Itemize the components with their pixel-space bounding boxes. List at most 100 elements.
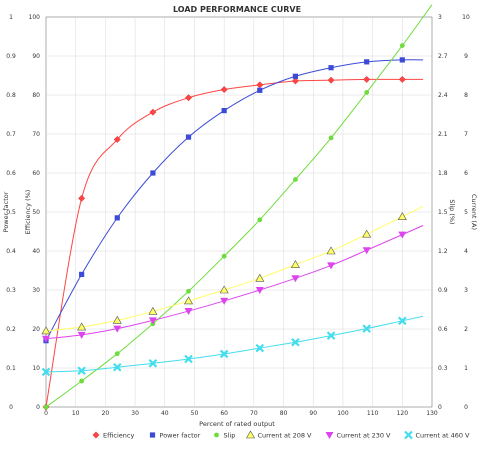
current-at-460-v-point	[77, 366, 86, 376]
marker-stroke	[148, 359, 158, 368]
current-at-208-v-point	[362, 229, 372, 238]
current-tick-label: 4	[464, 248, 468, 255]
power-factor-point	[292, 73, 299, 79]
current-at-460-v-point	[112, 362, 122, 372]
legend-label: Current at 230 V	[337, 432, 392, 440]
power-factor-tick-label: 0.3	[6, 287, 16, 294]
current-at-230-v-point	[255, 287, 264, 294]
current-at-230-v-point	[184, 308, 193, 316]
current-at-460-v-point	[291, 337, 300, 347]
current-at-460-v-point	[41, 367, 51, 377]
marker-stroke	[112, 362, 122, 372]
current-at-460-v-point	[148, 359, 158, 368]
legend-marker	[404, 430, 413, 440]
slip-axis-label: Slip (%)	[448, 199, 456, 224]
marker-stroke	[326, 331, 336, 340]
current-at-230-v-point	[291, 275, 300, 283]
marker-stroke	[404, 430, 413, 440]
efficiency-point	[113, 135, 121, 143]
power-factor-tick-label: 0.5	[6, 209, 16, 216]
efficiency-point	[185, 94, 193, 102]
current-at-230-v-point	[113, 325, 122, 333]
slip-tick-label: 2.1	[438, 131, 448, 138]
efficiency-point	[78, 194, 86, 202]
current-at-208-v-point	[184, 296, 194, 305]
current-at-230-v-point	[398, 231, 407, 239]
chart-title: LOAD PERFORMANCE CURVE	[173, 5, 301, 14]
slip-point	[43, 404, 49, 410]
series-layer	[41, 4, 433, 411]
marker-stroke	[291, 337, 300, 347]
slip-point	[221, 253, 227, 259]
current-at-230-v-point	[148, 317, 157, 325]
current-at-460-v-point	[219, 349, 229, 359]
efficiency-tick-label: 10	[32, 365, 40, 372]
current-at-460-v-point	[184, 354, 193, 364]
efficiency-point	[398, 75, 406, 83]
current-at-208-v-point	[397, 212, 407, 220]
current-at-208-v-point	[112, 315, 122, 324]
power-factor-tick-label: 0.2	[6, 326, 16, 333]
efficiency-tick-label: 80	[32, 92, 40, 99]
power-factor-tick-label: 0	[9, 404, 13, 411]
efficiency-tick-label: 30	[32, 287, 40, 294]
slip-point	[399, 43, 405, 48]
x-tick-label: 70	[250, 410, 258, 417]
current-at-208-v-point	[148, 306, 158, 315]
series-slip	[43, 4, 433, 410]
legend-item-current-at-460-v: Current at 460 V	[404, 430, 470, 440]
power-factor-point	[364, 59, 370, 65]
efficiency-tick-label: 60	[32, 170, 40, 177]
slip-point	[364, 90, 370, 95]
slip-point	[257, 217, 263, 223]
current-at-208-v-point	[326, 246, 336, 255]
legend-label: Current at 208 V	[258, 432, 313, 440]
current-tick-label: 8	[464, 92, 468, 99]
current-at-208-v-point	[290, 260, 300, 268]
efficiency-tick-label: 70	[32, 131, 40, 138]
x-tick-label: 120	[397, 410, 409, 417]
slip-tick-label: 1.2	[438, 248, 448, 255]
legend-item-efficiency: Efficiency	[92, 432, 134, 440]
current-at-460-v-point	[255, 343, 265, 353]
power-factor-point	[114, 215, 120, 221]
current-at-208-v-point	[41, 326, 51, 335]
series-current-at-208-v	[41, 205, 424, 335]
grid	[45, 16, 433, 408]
current-at-460-v-point	[362, 324, 371, 333]
x-tick-label: 0	[44, 410, 48, 417]
current-tick-label: 5	[464, 209, 468, 216]
current-at-208-v-point	[255, 273, 265, 282]
current-tick-label: 3	[464, 287, 468, 294]
current-at-460-v-point	[326, 331, 336, 340]
power-factor-point	[221, 108, 227, 114]
x-tick-label: 130	[426, 410, 438, 417]
marker-stroke	[219, 349, 229, 359]
slip-point	[79, 378, 85, 384]
marker-stroke	[362, 324, 371, 333]
marker-stroke	[41, 367, 51, 377]
current-at-460-v-point	[398, 316, 407, 326]
slip-tick-label: 3	[438, 14, 442, 21]
efficiency-point	[327, 76, 335, 84]
current-tick-label: 0	[464, 404, 468, 411]
x-tick-label: 90	[309, 410, 317, 417]
legend-item-current-at-208-v: Current at 208 V	[245, 430, 313, 440]
current-at-208-v-point	[219, 285, 229, 294]
x-tick-label: 100	[337, 410, 349, 417]
slip-tick-label: 0.3	[438, 365, 448, 372]
legend-label: Power factor	[160, 432, 201, 440]
legend-label: Efficiency	[103, 432, 134, 440]
marker-stroke	[184, 354, 193, 364]
power-factor-tick-label: 1	[9, 14, 13, 21]
current-at-230-v-point	[362, 247, 371, 255]
power-factor-point	[150, 170, 156, 176]
slip-tick-label: 0.9	[438, 287, 448, 294]
efficiency-tick-label: 20	[32, 326, 40, 333]
slip-point	[186, 288, 191, 294]
legend-marker	[245, 430, 256, 439]
power-factor-tick-label: 0.1	[6, 365, 16, 372]
x-tick-label: 20	[102, 410, 110, 417]
series-current-at-230-v	[42, 225, 424, 343]
